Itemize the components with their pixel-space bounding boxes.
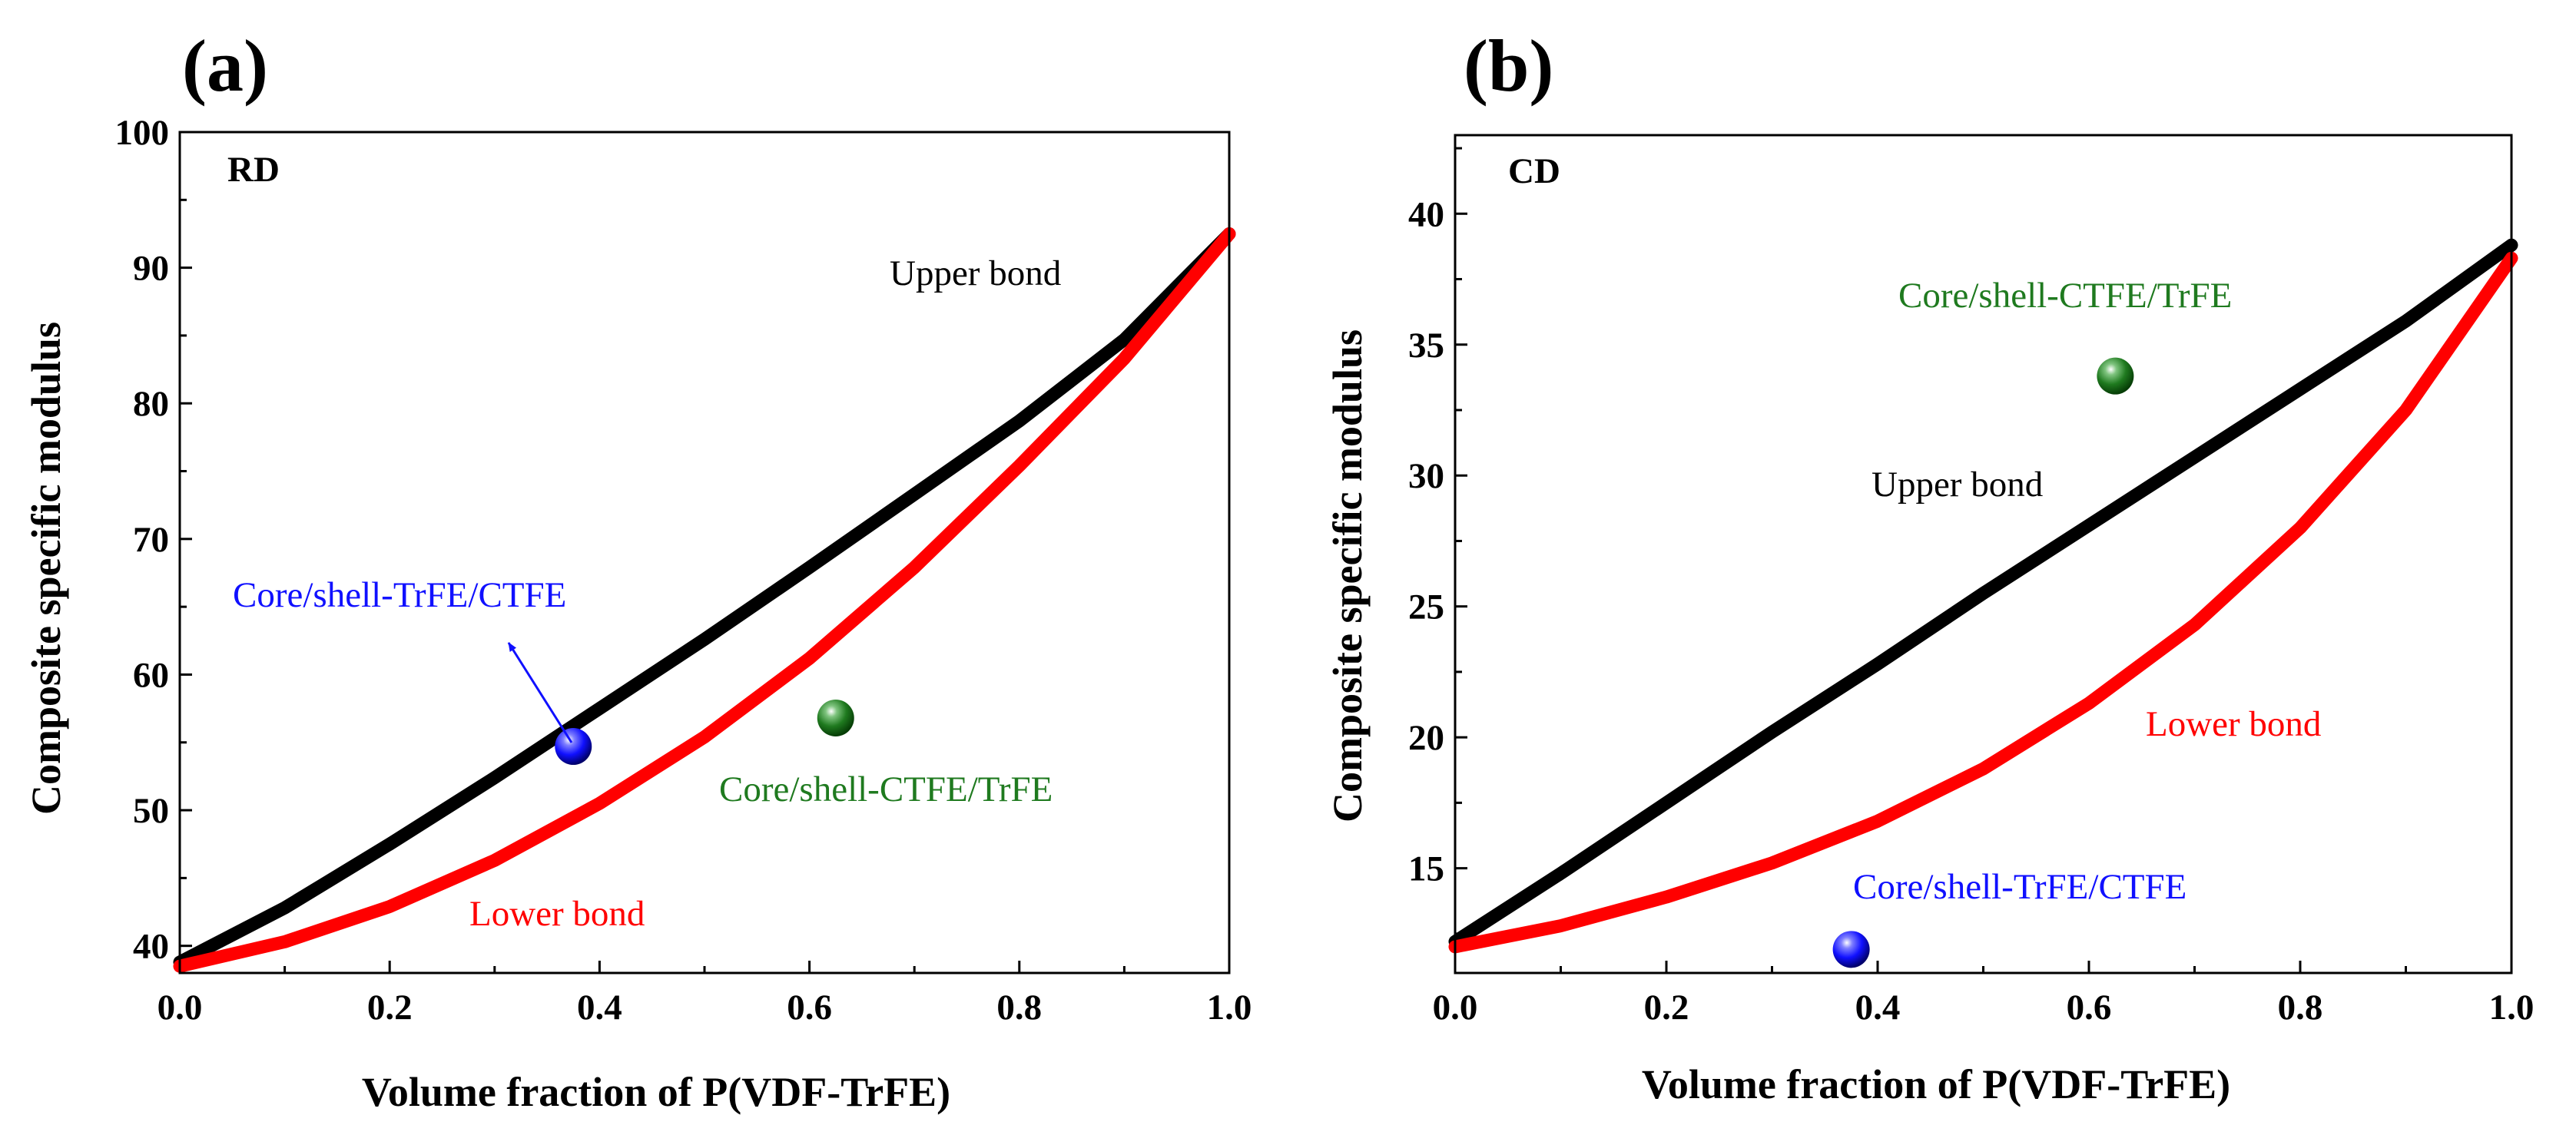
panel-a-label: (a) — [182, 25, 268, 107]
y-tick-label: 60 — [133, 655, 169, 695]
x-tick-label: 0.6 — [787, 988, 832, 1027]
plot-area-b: 0.0 0.2 0.4 0.6 0.8 1.0 15 20 25 30 35 40 — [1408, 147, 2535, 1027]
panel-b-label: (b) — [1464, 25, 1553, 107]
x-axis-label: Volume fraction of P(VDF-TrFE) — [1642, 1061, 2230, 1107]
x-tick-label: 0.0 — [157, 988, 203, 1027]
x-tick-label: 0.2 — [367, 988, 413, 1027]
x-tick-label: 0.4 — [1855, 988, 1901, 1027]
x-tick-label: 0.0 — [1433, 988, 1478, 1027]
core-shell-trfe-ctfe-label-a: Core/shell-TrFE/CTFE — [233, 575, 566, 615]
lower-bond-label-a: Lower bond — [469, 894, 645, 934]
y-tick-label: 40 — [133, 927, 169, 967]
panel-b: (b) Composite specific modulus Volume fr… — [1324, 25, 2534, 1107]
upper-bond-label-a: Upper bond — [890, 253, 1061, 293]
y-axis-title-b: Composite specific modulus — [1324, 329, 1371, 822]
plot-frame-b — [1454, 134, 2513, 975]
x-tick-label: 0.8 — [996, 988, 1042, 1027]
x-tick-label: 0.8 — [2278, 988, 2323, 1027]
point-core-shell-trfe-ctfe — [555, 728, 592, 766]
core-shell-ctfe-trfe-label-a: Core/shell-CTFE/TrFE — [719, 769, 1053, 809]
series-upper-bond-line — [173, 227, 1236, 969]
plot-area-a: 0.0 0.2 0.4 0.6 0.8 1.0 40 50 60 70 80 90 100 — [115, 113, 1252, 1027]
plot-frame-a — [178, 131, 1231, 975]
series-lower-bond-line — [173, 227, 1236, 973]
panel-b-tag: CD — [1508, 151, 1560, 191]
y-tick-label: 35 — [1408, 326, 1444, 366]
x-tick-label: 0.4 — [577, 988, 622, 1027]
x-tick-label: 0.2 — [1644, 988, 1689, 1027]
y-axis-title-a: Composite specific modulus — [23, 322, 69, 815]
y-tick-label: 100 — [115, 113, 170, 153]
point-core-shell-ctfe-trfe — [2097, 357, 2134, 395]
lower-bond-label-b: Lower bond — [2146, 704, 2321, 744]
point-core-shell-ctfe-trfe — [817, 699, 854, 736]
y-tick-label: 40 — [1408, 194, 1444, 234]
y-tick-label: 50 — [133, 791, 169, 831]
y-tick-label: 80 — [133, 384, 169, 424]
x-tick-label: 1.0 — [1207, 988, 1252, 1027]
y-tick-label: 70 — [133, 520, 169, 560]
core-shell-ctfe-trfe-label-b: Core/shell-CTFE/TrFE — [1898, 276, 2232, 316]
series-upper-bond-line — [1448, 238, 2518, 948]
x-axis-label: Volume fraction of P(VDF-TrFE) — [362, 1069, 950, 1115]
panel-a: (a) Composite specific modulus Volume fr… — [23, 25, 1252, 1115]
y-axis-label: Composite specific modulus — [23, 322, 69, 815]
annotation-arrow-a — [507, 642, 573, 743]
x-tick-label: 0.6 — [2067, 988, 2112, 1027]
y-tick-label: 90 — [133, 249, 169, 289]
series-lower-bond-line — [1448, 251, 2518, 954]
y-tick-label: 20 — [1408, 718, 1444, 758]
y-tick-label: 25 — [1408, 587, 1444, 627]
y-axis-label: Composite specific modulus — [1324, 329, 1371, 822]
panel-a-tag: RD — [227, 150, 280, 190]
core-shell-trfe-ctfe-label-b: Core/shell-TrFE/CTFE — [1853, 867, 2186, 907]
point-core-shell-trfe-ctfe — [1832, 931, 1870, 968]
y-tick-label: 30 — [1408, 456, 1444, 496]
upper-bond-label-b: Upper bond — [1871, 465, 2043, 505]
x-tick-label: 1.0 — [2489, 988, 2535, 1027]
y-tick-label: 15 — [1408, 849, 1444, 889]
